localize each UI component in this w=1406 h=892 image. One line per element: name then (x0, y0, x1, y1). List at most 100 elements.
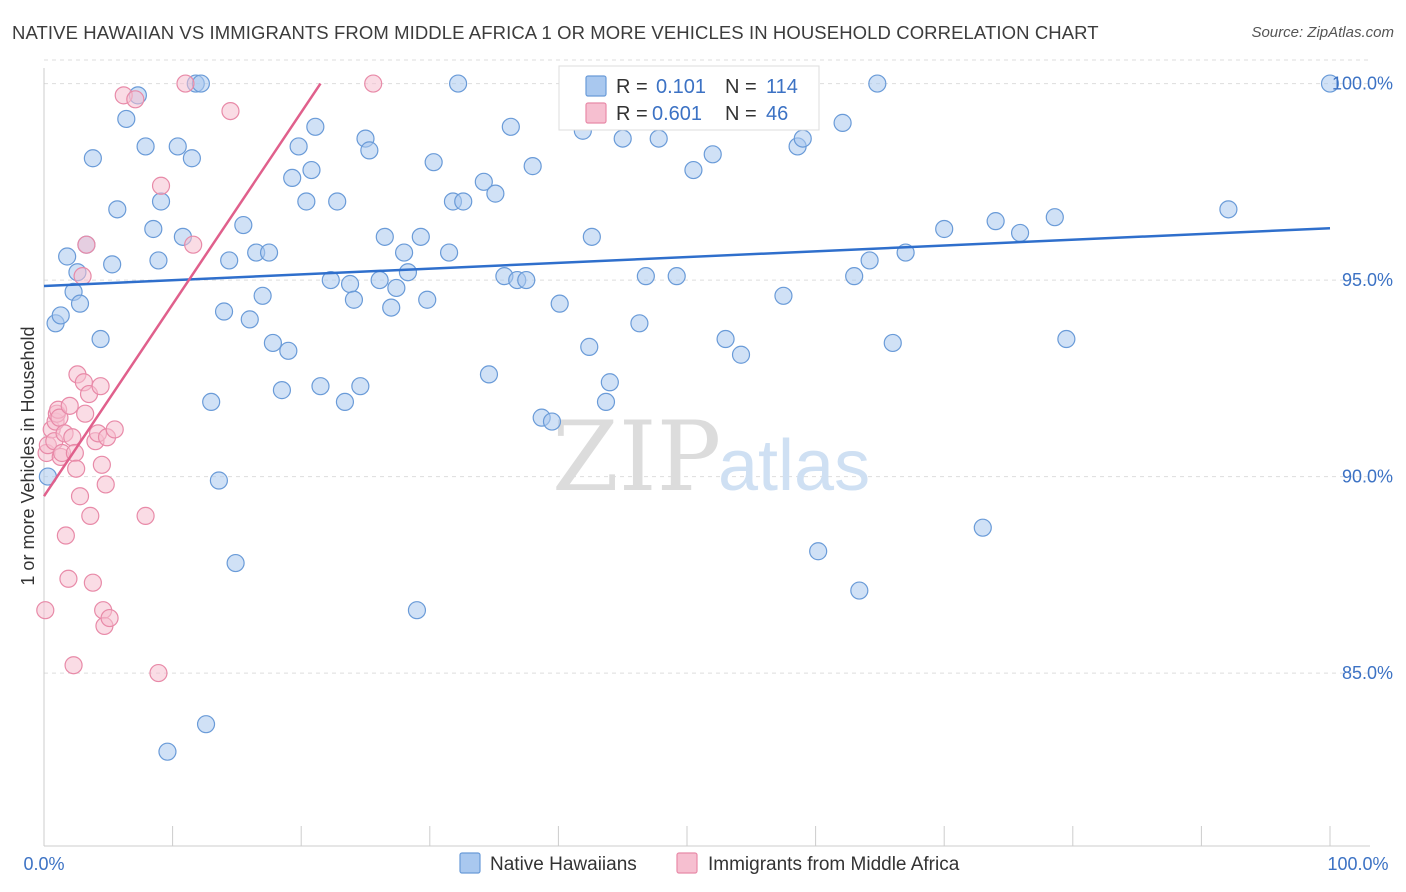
native-hawaiians-point (486, 184, 505, 203)
native-hawaiians-point (636, 267, 655, 286)
immigrants-middle-africa-point (70, 487, 90, 506)
native-hawaiians-point (58, 247, 77, 266)
legend-swatch-pink (585, 102, 607, 124)
native-hawaiians-point (1045, 208, 1064, 227)
native-hawaiians-point (582, 227, 601, 246)
native-hawaiians-point (226, 553, 245, 573)
legend-n-label-pink: N = (725, 103, 757, 125)
native-hawaiians-point (501, 117, 520, 136)
watermark: ZIP atlas (552, 401, 870, 513)
native-hawaiians-point (234, 215, 253, 235)
immigrants-middle-africa-point (83, 573, 102, 592)
native-hawaiians-point (209, 471, 228, 490)
native-hawaiians-point (158, 742, 177, 761)
y-tick-label-95: 95.0% (1342, 270, 1393, 290)
native-hawaiians-point (283, 168, 302, 187)
native-hawaiians-point (424, 153, 443, 172)
native-hawaiians-point (845, 267, 864, 286)
native-hawaiians-point (630, 314, 649, 333)
x-tick-label-min: 0.0% (23, 854, 64, 874)
series-immigrants-middle-africa-points (36, 74, 383, 683)
immigrants-middle-africa-point (77, 235, 96, 254)
series-legend: Native Hawaiians Immigrants from Middle … (459, 852, 960, 875)
native-hawaiians-point (191, 74, 210, 93)
immigrants-middle-africa-point (126, 90, 145, 109)
native-hawaiians-point (1320, 74, 1340, 93)
native-hawaiians-point (387, 278, 406, 298)
native-hawaiians-point (850, 581, 869, 600)
immigrants-middle-africa-point (100, 608, 119, 628)
legend-r-value-pink: 0.601 (652, 103, 702, 125)
native-hawaiians-point (883, 333, 902, 353)
native-hawaiians-point (596, 392, 616, 412)
native-hawaiians-point (479, 365, 499, 384)
watermark-atlas: atlas (718, 426, 870, 506)
trendline-native-hawaiians (43, 226, 1331, 288)
immigrants-middle-africa-point (60, 396, 79, 415)
native-hawaiians-point (196, 715, 216, 734)
native-hawaiians-point (321, 270, 340, 290)
native-hawaiians-point (474, 172, 493, 191)
legend-n-value-pink: 46 (766, 103, 788, 125)
immigrants-middle-africa-point (364, 74, 383, 93)
native-hawaiians-point (91, 329, 110, 349)
immigrants-middle-africa-point (184, 235, 203, 254)
legend-swatch-native-hawaiians (459, 852, 481, 874)
native-hawaiians-point (1010, 223, 1030, 243)
native-hawaiians-point (360, 141, 379, 160)
native-hawaiians-point (667, 267, 686, 286)
legend-r-label-blue: R = (616, 76, 648, 98)
native-hawaiians-point (289, 137, 308, 156)
immigrants-middle-africa-point (73, 267, 92, 286)
native-hawaiians-point (860, 251, 879, 270)
native-hawaiians-point (182, 149, 201, 168)
native-hawaiians-point (793, 129, 812, 148)
native-hawaiians-point (151, 192, 171, 211)
immigrants-middle-africa-point (67, 459, 86, 478)
watermark-zip: ZIP (552, 401, 721, 513)
native-hawaiians-point (1057, 329, 1076, 349)
native-hawaiians-point (302, 160, 321, 180)
immigrants-middle-africa-point (105, 420, 124, 439)
native-hawaiians-point (328, 192, 347, 211)
native-hawaiians-point (448, 74, 468, 93)
native-hawaiians-point (117, 109, 136, 129)
native-hawaiians-point (253, 286, 272, 305)
native-hawaiians-point (454, 192, 473, 211)
native-hawaiians-point (613, 129, 632, 148)
immigrants-middle-africa-point (91, 377, 110, 396)
native-hawaiians-point (311, 377, 330, 396)
y-tick-labels: 85.0% 90.0% 95.0% 100.0% (1332, 74, 1393, 684)
native-hawaiians-point (868, 74, 887, 93)
native-hawaiians-point (973, 518, 992, 537)
native-hawaiians-point (279, 341, 298, 360)
native-hawaiians-point (272, 381, 292, 400)
native-hawaiians-point (136, 137, 155, 156)
immigrants-middle-africa-point (176, 74, 195, 93)
y-tick-label-90: 90.0% (1342, 467, 1393, 487)
trendline-immigrants-middle-africa (42, 82, 322, 497)
native-hawaiians-point (168, 137, 187, 156)
legend-swatch-blue (585, 75, 607, 97)
native-hawaiians-point (375, 227, 394, 246)
immigrants-middle-africa-point (81, 506, 100, 525)
gridlines (44, 59, 1370, 674)
immigrants-middle-africa-point (149, 663, 168, 683)
native-hawaiians-point (70, 294, 90, 313)
legend-label-native-hawaiians: Native Hawaiians (490, 854, 637, 875)
immigrants-middle-africa-point (92, 455, 111, 474)
native-hawaiians-point (351, 377, 370, 396)
native-hawaiians-point (108, 200, 127, 219)
y-tick-label-85: 85.0% (1342, 663, 1393, 683)
native-hawaiians-point (214, 302, 234, 321)
native-hawaiians-point (439, 243, 459, 262)
immigrants-middle-africa-point (221, 101, 240, 121)
legend-n-value-blue: 114 (766, 76, 798, 98)
immigrants-middle-africa-point (36, 601, 55, 620)
legend-label-immigrants-middle-africa: Immigrants from Middle Africa (708, 854, 960, 875)
legend-r-label-pink: R = (616, 103, 648, 125)
native-hawaiians-point (306, 117, 325, 136)
x-tick-label-max: 100.0% (1327, 854, 1388, 874)
legend-n-label-blue: N = (725, 76, 757, 98)
native-hawaiians-point (703, 145, 722, 164)
